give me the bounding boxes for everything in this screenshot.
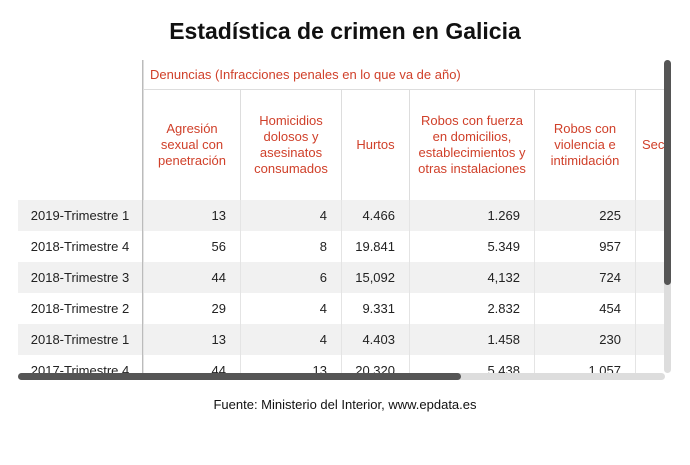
cell-value: 1.458 bbox=[409, 324, 534, 355]
cell-value: 20.320 bbox=[341, 355, 409, 373]
cell-value: 1.269 bbox=[409, 200, 534, 231]
cell-value: 2.832 bbox=[409, 293, 534, 324]
cell-value: 225 bbox=[534, 200, 635, 231]
cell-empty bbox=[635, 293, 668, 324]
cell-value: 13 bbox=[143, 324, 240, 355]
column-header: Hurtos bbox=[341, 90, 409, 200]
cell-value: 4 bbox=[240, 200, 341, 231]
cell-value: 5.438 bbox=[409, 355, 534, 373]
v-scrollbar[interactable] bbox=[664, 60, 671, 285]
cell-value: 4.403 bbox=[341, 324, 409, 355]
cell-value: 4.466 bbox=[341, 200, 409, 231]
cell-empty bbox=[635, 355, 668, 373]
row-label: 2019-Trimestre 1 bbox=[18, 200, 143, 231]
column-header: Robos con fuerza en domicilios, establec… bbox=[409, 90, 534, 200]
cell-value: 230 bbox=[534, 324, 635, 355]
cell-value: 8 bbox=[240, 231, 341, 262]
cell-value: 13 bbox=[240, 355, 341, 373]
cell-empty bbox=[635, 324, 668, 355]
cell-empty bbox=[635, 200, 668, 231]
cell-value: 4 bbox=[240, 293, 341, 324]
cell-value: 9.331 bbox=[341, 293, 409, 324]
h-scrollbar[interactable] bbox=[18, 373, 461, 380]
title: Estadística de crimen en Galicia bbox=[169, 18, 521, 44]
column-header: Robos con violencia e intimidación bbox=[534, 90, 635, 200]
cell-value: 4,132 bbox=[409, 262, 534, 293]
cell-value: 15,092 bbox=[341, 262, 409, 293]
cell-value: 454 bbox=[534, 293, 635, 324]
row-label: 2018-Trimestre 4 bbox=[18, 231, 143, 262]
cell-empty bbox=[635, 262, 668, 293]
row-label: 2018-Trimestre 3 bbox=[18, 262, 143, 293]
row-label: 2017-Trimestre 4 bbox=[18, 355, 143, 373]
cell-value: 6 bbox=[240, 262, 341, 293]
row-label: 2018-Trimestre 2 bbox=[18, 293, 143, 324]
column-header: Agresión sexual con penetración bbox=[143, 90, 240, 200]
column-header: Homicidios dolosos y asesinatos consumad… bbox=[240, 90, 341, 200]
cell-value: 1.057 bbox=[534, 355, 635, 373]
table: Denuncias (Infracciones penales en lo qu… bbox=[18, 60, 668, 373]
cell-value: 56 bbox=[143, 231, 240, 262]
cell-value: 724 bbox=[534, 262, 635, 293]
corner bbox=[18, 60, 143, 200]
cell-empty bbox=[635, 231, 668, 262]
column-header: Sec bbox=[635, 90, 668, 200]
cell-value: 957 bbox=[534, 231, 635, 262]
cell-value: 44 bbox=[143, 355, 240, 373]
row-label: 2018-Trimestre 1 bbox=[18, 324, 143, 355]
source: Fuente: Ministerio del Interior, www.epd… bbox=[213, 397, 477, 412]
cell-value: 13 bbox=[143, 200, 240, 231]
cell-value: 19.841 bbox=[341, 231, 409, 262]
cell-value: 29 bbox=[143, 293, 240, 324]
cell-value: 44 bbox=[143, 262, 240, 293]
group-header: Denuncias (Infracciones penales en lo qu… bbox=[143, 60, 668, 90]
cell-value: 4 bbox=[240, 324, 341, 355]
cell-value: 5.349 bbox=[409, 231, 534, 262]
